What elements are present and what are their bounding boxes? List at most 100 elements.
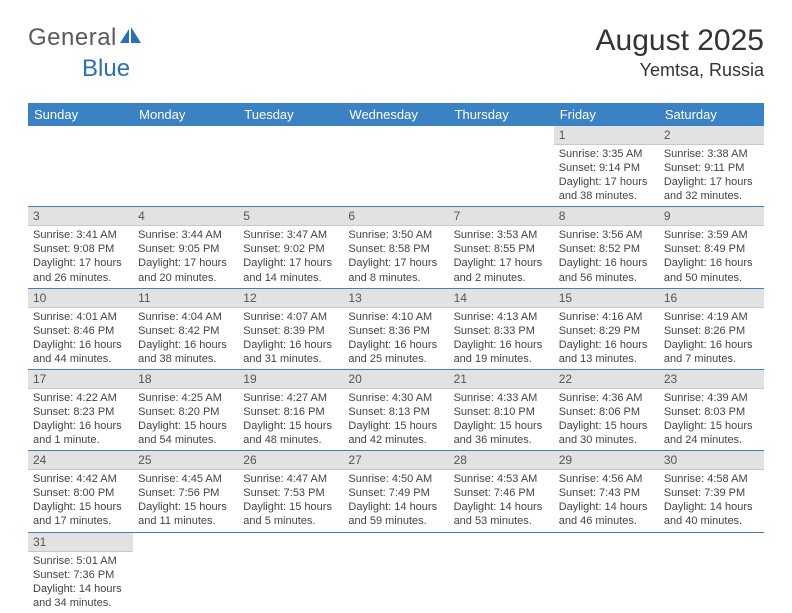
sunset-text: Sunset: 8:49 PM [664, 242, 759, 256]
sunrise-text: Sunrise: 3:41 AM [33, 228, 128, 242]
day-number: 16 [659, 289, 764, 308]
daylight-text: Daylight: 16 hours and 56 minutes. [559, 256, 654, 284]
daylight-text: Daylight: 14 hours and 34 minutes. [33, 582, 128, 610]
day-header: Wednesday [343, 103, 448, 126]
calendar-cell [449, 532, 554, 613]
day-number: 1 [554, 126, 659, 145]
sunset-text: Sunset: 8:10 PM [454, 405, 549, 419]
day-details: Sunrise: 3:35 AMSunset: 9:14 PMDaylight:… [554, 145, 659, 206]
day-number: 3 [28, 207, 133, 226]
day-details: Sunrise: 4:25 AMSunset: 8:20 PMDaylight:… [133, 389, 238, 450]
calendar-cell: 9Sunrise: 3:59 AMSunset: 8:49 PMDaylight… [659, 207, 764, 288]
day-number: 19 [238, 370, 343, 389]
sunset-text: Sunset: 8:06 PM [559, 405, 654, 419]
calendar-cell: 11Sunrise: 4:04 AMSunset: 8:42 PMDayligh… [133, 288, 238, 369]
calendar-cell: 25Sunrise: 4:45 AMSunset: 7:56 PMDayligh… [133, 451, 238, 532]
calendar-week-row: 17Sunrise: 4:22 AMSunset: 8:23 PMDayligh… [28, 369, 764, 450]
day-details: Sunrise: 4:58 AMSunset: 7:39 PMDaylight:… [659, 470, 764, 531]
day-number: 25 [133, 451, 238, 470]
calendar-cell [343, 126, 448, 207]
sunset-text: Sunset: 9:02 PM [243, 242, 338, 256]
day-details: Sunrise: 4:01 AMSunset: 8:46 PMDaylight:… [28, 308, 133, 369]
calendar-cell [238, 532, 343, 613]
daylight-text: Daylight: 15 hours and 36 minutes. [454, 419, 549, 447]
sunset-text: Sunset: 8:13 PM [348, 405, 443, 419]
calendar-cell [343, 532, 448, 613]
day-number: 28 [449, 451, 554, 470]
day-number [238, 126, 343, 130]
day-number: 23 [659, 370, 764, 389]
daylight-text: Daylight: 17 hours and 2 minutes. [454, 256, 549, 284]
sunset-text: Sunset: 8:16 PM [243, 405, 338, 419]
daylight-text: Daylight: 15 hours and 17 minutes. [33, 500, 128, 528]
calendar-cell: 22Sunrise: 4:36 AMSunset: 8:06 PMDayligh… [554, 369, 659, 450]
sunset-text: Sunset: 8:00 PM [33, 486, 128, 500]
day-number [449, 533, 554, 537]
sunrise-text: Sunrise: 4:45 AM [138, 472, 233, 486]
sunrise-text: Sunrise: 4:27 AM [243, 391, 338, 405]
calendar-cell: 16Sunrise: 4:19 AMSunset: 8:26 PMDayligh… [659, 288, 764, 369]
day-details: Sunrise: 4:13 AMSunset: 8:33 PMDaylight:… [449, 308, 554, 369]
day-number: 8 [554, 207, 659, 226]
day-number: 26 [238, 451, 343, 470]
sunset-text: Sunset: 7:46 PM [454, 486, 549, 500]
calendar-cell: 20Sunrise: 4:30 AMSunset: 8:13 PMDayligh… [343, 369, 448, 450]
daylight-text: Daylight: 15 hours and 54 minutes. [138, 419, 233, 447]
daylight-text: Daylight: 15 hours and 30 minutes. [559, 419, 654, 447]
calendar-cell: 29Sunrise: 4:56 AMSunset: 7:43 PMDayligh… [554, 451, 659, 532]
day-number: 13 [343, 289, 448, 308]
day-number: 27 [343, 451, 448, 470]
day-number: 24 [28, 451, 133, 470]
day-details: Sunrise: 4:27 AMSunset: 8:16 PMDaylight:… [238, 389, 343, 450]
day-details: Sunrise: 4:22 AMSunset: 8:23 PMDaylight:… [28, 389, 133, 450]
day-header: Sunday [28, 103, 133, 126]
calendar-week-row: 10Sunrise: 4:01 AMSunset: 8:46 PMDayligh… [28, 288, 764, 369]
day-details: Sunrise: 3:59 AMSunset: 8:49 PMDaylight:… [659, 226, 764, 287]
day-number [238, 533, 343, 537]
sunset-text: Sunset: 8:26 PM [664, 324, 759, 338]
calendar-cell [133, 126, 238, 207]
calendar-cell: 24Sunrise: 4:42 AMSunset: 8:00 PMDayligh… [28, 451, 133, 532]
calendar-table: Sunday Monday Tuesday Wednesday Thursday… [28, 103, 764, 613]
sunset-text: Sunset: 8:46 PM [33, 324, 128, 338]
daylight-text: Daylight: 15 hours and 48 minutes. [243, 419, 338, 447]
day-header: Thursday [449, 103, 554, 126]
day-details: Sunrise: 4:30 AMSunset: 8:13 PMDaylight:… [343, 389, 448, 450]
calendar-cell: 31Sunrise: 5:01 AMSunset: 7:36 PMDayligh… [28, 532, 133, 613]
day-details: Sunrise: 3:50 AMSunset: 8:58 PMDaylight:… [343, 226, 448, 287]
sunrise-text: Sunrise: 4:25 AM [138, 391, 233, 405]
day-number: 2 [659, 126, 764, 145]
sunrise-text: Sunrise: 4:01 AM [33, 310, 128, 324]
day-details: Sunrise: 4:33 AMSunset: 8:10 PMDaylight:… [449, 389, 554, 450]
sunset-text: Sunset: 8:20 PM [138, 405, 233, 419]
sunrise-text: Sunrise: 4:22 AM [33, 391, 128, 405]
calendar-week-row: 24Sunrise: 4:42 AMSunset: 8:00 PMDayligh… [28, 451, 764, 532]
sunrise-text: Sunrise: 3:38 AM [664, 147, 759, 161]
sunrise-text: Sunrise: 3:50 AM [348, 228, 443, 242]
daylight-text: Daylight: 16 hours and 44 minutes. [33, 338, 128, 366]
calendar-cell: 2Sunrise: 3:38 AMSunset: 9:11 PMDaylight… [659, 126, 764, 207]
day-number [133, 126, 238, 130]
sunrise-text: Sunrise: 3:47 AM [243, 228, 338, 242]
sunset-text: Sunset: 8:39 PM [243, 324, 338, 338]
day-details: Sunrise: 4:04 AMSunset: 8:42 PMDaylight:… [133, 308, 238, 369]
sunset-text: Sunset: 9:05 PM [138, 242, 233, 256]
day-number [449, 126, 554, 130]
day-number: 5 [238, 207, 343, 226]
day-details: Sunrise: 3:56 AMSunset: 8:52 PMDaylight:… [554, 226, 659, 287]
calendar-cell: 6Sunrise: 3:50 AMSunset: 8:58 PMDaylight… [343, 207, 448, 288]
calendar-cell: 23Sunrise: 4:39 AMSunset: 8:03 PMDayligh… [659, 369, 764, 450]
day-number: 20 [343, 370, 448, 389]
day-number: 11 [133, 289, 238, 308]
calendar-cell: 10Sunrise: 4:01 AMSunset: 8:46 PMDayligh… [28, 288, 133, 369]
day-number: 7 [449, 207, 554, 226]
calendar-week-row: 31Sunrise: 5:01 AMSunset: 7:36 PMDayligh… [28, 532, 764, 613]
day-number: 31 [28, 533, 133, 552]
day-number: 29 [554, 451, 659, 470]
day-number [133, 533, 238, 537]
sunrise-text: Sunrise: 4:16 AM [559, 310, 654, 324]
sunset-text: Sunset: 8:55 PM [454, 242, 549, 256]
sunset-text: Sunset: 8:42 PM [138, 324, 233, 338]
calendar-cell: 30Sunrise: 4:58 AMSunset: 7:39 PMDayligh… [659, 451, 764, 532]
calendar-cell: 3Sunrise: 3:41 AMSunset: 9:08 PMDaylight… [28, 207, 133, 288]
